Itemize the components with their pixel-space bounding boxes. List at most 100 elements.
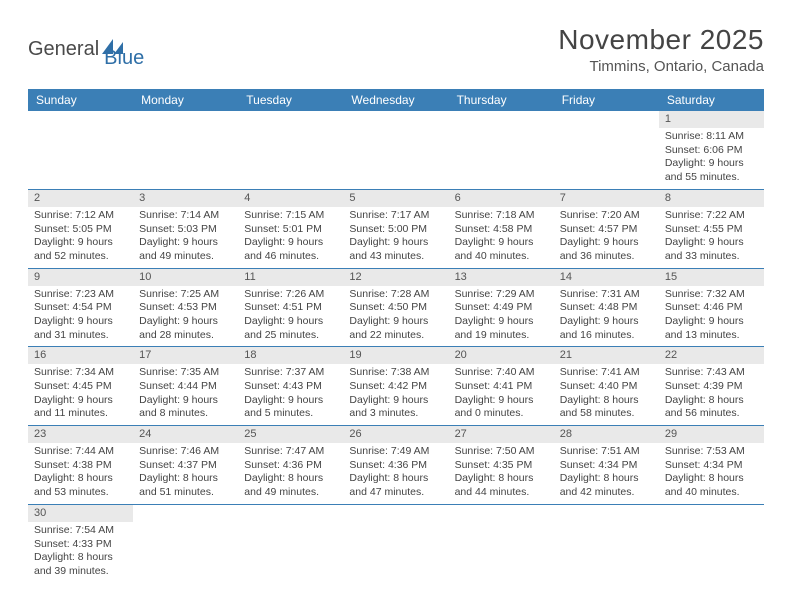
calendar-day-cell bbox=[659, 504, 764, 582]
calendar-day-cell: 8Sunrise: 7:22 AMSunset: 4:55 PMDaylight… bbox=[659, 189, 764, 268]
daylight-text-1: Daylight: 9 hours bbox=[244, 236, 337, 250]
day-number-empty bbox=[554, 505, 659, 522]
daylight-text-2: and 44 minutes. bbox=[455, 486, 548, 500]
sunset-text: Sunset: 5:03 PM bbox=[139, 223, 232, 237]
daylight-text-1: Daylight: 9 hours bbox=[139, 394, 232, 408]
daylight-text-2: and 39 minutes. bbox=[34, 565, 127, 579]
calendar-day-cell: 16Sunrise: 7:34 AMSunset: 4:45 PMDayligh… bbox=[28, 347, 133, 426]
calendar-day-cell bbox=[449, 504, 554, 582]
day-number: 29 bbox=[659, 426, 764, 443]
day-number-empty bbox=[28, 111, 133, 128]
day-number: 2 bbox=[28, 190, 133, 207]
day-number: 7 bbox=[554, 190, 659, 207]
daylight-text-1: Daylight: 9 hours bbox=[560, 236, 653, 250]
day-number-empty bbox=[238, 505, 343, 522]
sunrise-text: Sunrise: 7:20 AM bbox=[560, 209, 653, 223]
day-data: Sunrise: 7:18 AMSunset: 4:58 PMDaylight:… bbox=[449, 207, 554, 268]
sunrise-text: Sunrise: 7:34 AM bbox=[34, 366, 127, 380]
day-data: Sunrise: 7:53 AMSunset: 4:34 PMDaylight:… bbox=[659, 443, 764, 504]
sunrise-text: Sunrise: 7:32 AM bbox=[665, 288, 758, 302]
day-number: 15 bbox=[659, 269, 764, 286]
day-data: Sunrise: 7:12 AMSunset: 5:05 PMDaylight:… bbox=[28, 207, 133, 268]
daylight-text-1: Daylight: 9 hours bbox=[665, 315, 758, 329]
day-number-empty bbox=[343, 111, 448, 128]
month-title: November 2025 bbox=[558, 24, 764, 56]
day-data: Sunrise: 8:11 AMSunset: 6:06 PMDaylight:… bbox=[659, 128, 764, 189]
sunset-text: Sunset: 4:44 PM bbox=[139, 380, 232, 394]
calendar-day-cell: 17 Sunrise: 7:35 AMSunset: 4:44 PMDayligh… bbox=[133, 347, 238, 426]
sunset-text: Sunset: 5:05 PM bbox=[34, 223, 127, 237]
day-number-empty bbox=[133, 111, 238, 128]
sunset-text: Sunset: 4:42 PM bbox=[349, 380, 442, 394]
calendar-day-cell: 27Sunrise: 7:50 AMSunset: 4:35 PMDayligh… bbox=[449, 426, 554, 505]
daylight-text-2: and 0 minutes. bbox=[455, 407, 548, 421]
day-number: 17 bbox=[133, 347, 238, 364]
day-data: Sunrise: 7:44 AMSunset: 4:38 PMDaylight:… bbox=[28, 443, 133, 504]
sunset-text: Sunset: 4:57 PM bbox=[560, 223, 653, 237]
sunrise-text: Sunrise: 7:44 AM bbox=[34, 445, 127, 459]
sunrise-text: Sunrise: 7:35 AM bbox=[139, 366, 232, 380]
sunrise-text: Sunrise: 7:28 AM bbox=[349, 288, 442, 302]
sunset-text: Sunset: 4:33 PM bbox=[34, 538, 127, 552]
calendar-day-cell: 3Sunrise: 7:14 AMSunset: 5:03 PMDaylight… bbox=[133, 189, 238, 268]
sunrise-text: Sunrise: 7:37 AM bbox=[244, 366, 337, 380]
sunset-text: Sunset: 4:50 PM bbox=[349, 301, 442, 315]
daylight-text-2: and 43 minutes. bbox=[349, 250, 442, 264]
day-number: 22 bbox=[659, 347, 764, 364]
daylight-text-2: and 49 minutes. bbox=[139, 250, 232, 264]
sunrise-text: Sunrise: 7:49 AM bbox=[349, 445, 442, 459]
calendar-day-cell: 10Sunrise: 7:25 AMSunset: 4:53 PMDayligh… bbox=[133, 268, 238, 347]
day-number: 14 bbox=[554, 269, 659, 286]
day-data: Sunrise: 7:34 AMSunset: 4:45 PMDaylight:… bbox=[28, 364, 133, 425]
calendar-day-cell bbox=[133, 504, 238, 582]
day-data: Sunrise: 7:28 AMSunset: 4:50 PMDaylight:… bbox=[343, 286, 448, 347]
calendar-week-row: 9Sunrise: 7:23 AMSunset: 4:54 PMDaylight… bbox=[28, 268, 764, 347]
day-data: Sunrise: 7:40 AMSunset: 4:41 PMDaylight:… bbox=[449, 364, 554, 425]
calendar-day-cell: 2Sunrise: 7:12 AMSunset: 5:05 PMDaylight… bbox=[28, 189, 133, 268]
sunrise-text: Sunrise: 7:53 AM bbox=[665, 445, 758, 459]
weekday-header: Thursday bbox=[449, 89, 554, 111]
weekday-header: Tuesday bbox=[238, 89, 343, 111]
calendar-day-cell bbox=[343, 111, 448, 189]
daylight-text-1: Daylight: 9 hours bbox=[665, 157, 758, 171]
daylight-text-1: Daylight: 9 hours bbox=[349, 394, 442, 408]
calendar-day-cell: 19Sunrise: 7:38 AMSunset: 4:42 PMDayligh… bbox=[343, 347, 448, 426]
daylight-text-2: and 28 minutes. bbox=[139, 329, 232, 343]
calendar-day-cell: 1Sunrise: 8:11 AMSunset: 6:06 PMDaylight… bbox=[659, 111, 764, 189]
daylight-text-1: Daylight: 8 hours bbox=[139, 472, 232, 486]
day-data: Sunrise: 7:29 AMSunset: 4:49 PMDaylight:… bbox=[449, 286, 554, 347]
sunset-text: Sunset: 5:00 PM bbox=[349, 223, 442, 237]
daylight-text-2: and 19 minutes. bbox=[455, 329, 548, 343]
day-number: 13 bbox=[449, 269, 554, 286]
daylight-text-1: Daylight: 8 hours bbox=[665, 472, 758, 486]
weekday-header-row: SundayMondayTuesdayWednesdayThursdayFrid… bbox=[28, 89, 764, 111]
daylight-text-1: Daylight: 8 hours bbox=[665, 394, 758, 408]
calendar-day-cell: 23Sunrise: 7:44 AMSunset: 4:38 PMDayligh… bbox=[28, 426, 133, 505]
sunset-text: Sunset: 4:51 PM bbox=[244, 301, 337, 315]
day-number: 27 bbox=[449, 426, 554, 443]
sunrise-text: Sunrise: 7:43 AM bbox=[665, 366, 758, 380]
calendar-day-cell: 28Sunrise: 7:51 AMSunset: 4:34 PMDayligh… bbox=[554, 426, 659, 505]
day-data: Sunrise: 7:15 AMSunset: 5:01 PMDaylight:… bbox=[238, 207, 343, 268]
day-number: 12 bbox=[343, 269, 448, 286]
calendar-day-cell: 18Sunrise: 7:37 AMSunset: 4:43 PMDayligh… bbox=[238, 347, 343, 426]
day-data: Sunrise: 7:25 AMSunset: 4:53 PMDaylight:… bbox=[133, 286, 238, 347]
calendar-day-cell: 12Sunrise: 7:28 AMSunset: 4:50 PMDayligh… bbox=[343, 268, 448, 347]
day-number: 25 bbox=[238, 426, 343, 443]
header: General Blue November 2025 Timmins, Onta… bbox=[28, 24, 764, 75]
sunrise-text: Sunrise: 7:47 AM bbox=[244, 445, 337, 459]
daylight-text-1: Daylight: 8 hours bbox=[455, 472, 548, 486]
calendar-day-cell: 15Sunrise: 7:32 AMSunset: 4:46 PMDayligh… bbox=[659, 268, 764, 347]
daylight-text-1: Daylight: 9 hours bbox=[349, 236, 442, 250]
sunset-text: Sunset: 5:01 PM bbox=[244, 223, 337, 237]
daylight-text-1: Daylight: 9 hours bbox=[244, 394, 337, 408]
sunrise-text: Sunrise: 7:31 AM bbox=[560, 288, 653, 302]
daylight-text-1: Daylight: 9 hours bbox=[665, 236, 758, 250]
day-number-empty bbox=[659, 505, 764, 522]
sunset-text: Sunset: 4:39 PM bbox=[665, 380, 758, 394]
daylight-text-1: Daylight: 9 hours bbox=[455, 394, 548, 408]
day-data: Sunrise: 7:47 AMSunset: 4:36 PMDaylight:… bbox=[238, 443, 343, 504]
calendar-day-cell: 21Sunrise: 7:41 AMSunset: 4:40 PMDayligh… bbox=[554, 347, 659, 426]
sunset-text: Sunset: 4:34 PM bbox=[560, 459, 653, 473]
day-number: 4 bbox=[238, 190, 343, 207]
